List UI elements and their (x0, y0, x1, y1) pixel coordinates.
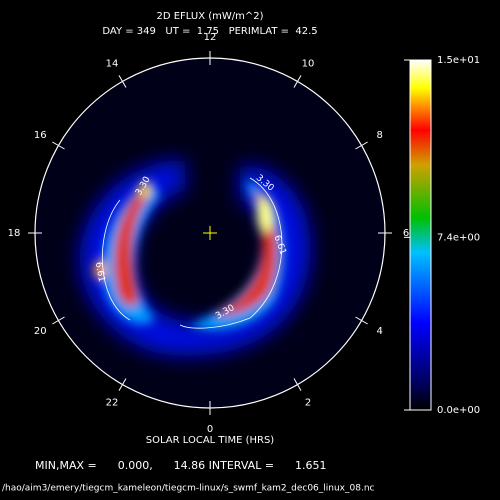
hour-label: 4 (377, 326, 383, 337)
hour-tick (293, 378, 302, 391)
hour-label: 10 (302, 58, 315, 69)
colorbar-label: 1.5e+01 (437, 55, 480, 66)
file-path: /hao/aim3/emery/tiegcm_kameleon/tiegcm-l… (2, 484, 375, 494)
colorbar-label: 0.0e+00 (437, 405, 480, 416)
hour-label: 14 (106, 58, 119, 69)
hour-tick (52, 141, 65, 150)
hour-label: 12 (204, 32, 217, 43)
hour-tick (355, 141, 368, 150)
hour-label: 18 (8, 228, 21, 239)
hour-label: 0 (207, 424, 213, 435)
hour-tick (118, 378, 127, 391)
contour-label: 6.61 (93, 261, 106, 282)
stats: MIN,MAX = 0.000, 14.86 INTERVAL = 1.651 (35, 459, 327, 472)
hour-label: 20 (34, 326, 47, 337)
hour-tick (118, 75, 127, 88)
hour-label: 2 (305, 398, 311, 409)
hour-label: 22 (106, 398, 119, 409)
hour-label: 8 (377, 130, 383, 141)
hour-label: 6 (403, 228, 409, 239)
pole-marker (203, 226, 217, 240)
x-label: SOLAR LOCAL TIME (HRS) (146, 435, 275, 446)
hour-tick (355, 316, 368, 325)
hour-label: 16 (34, 130, 47, 141)
hour-tick (52, 316, 65, 325)
hour-tick (293, 75, 302, 88)
title: 2D EFLUX (mW/m^2) (156, 11, 263, 22)
colorbar-label: 7.4e+00 (437, 232, 480, 243)
colorbar (409, 59, 432, 411)
subtitle: DAY = 349 UT = 1.75 PERIMLAT = 42.5 (102, 26, 317, 37)
